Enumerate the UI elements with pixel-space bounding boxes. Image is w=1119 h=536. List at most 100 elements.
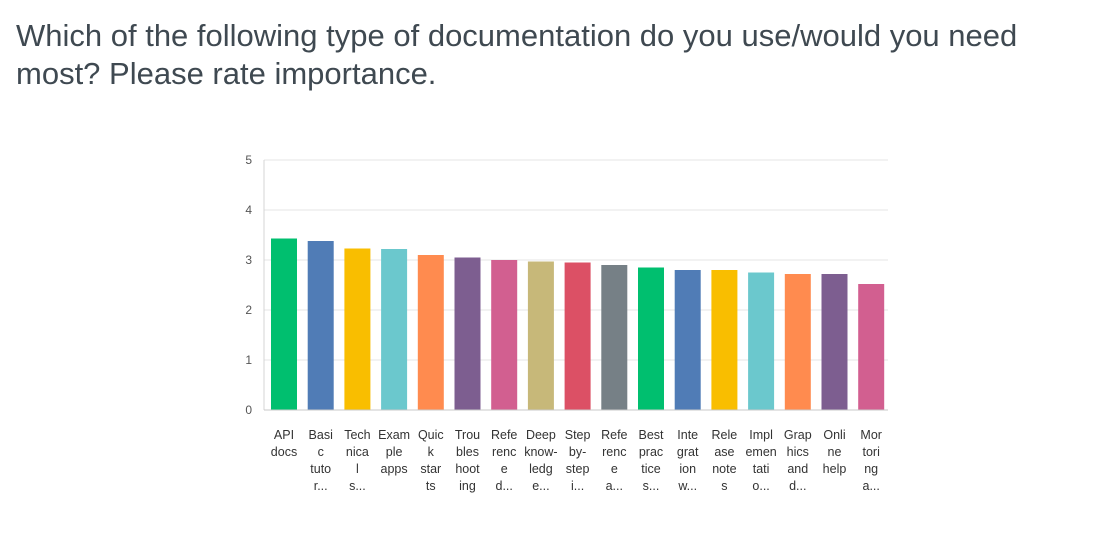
x-tick-label-line: bles [456,445,479,459]
x-tick-label: Trou bles hoot ing [455,428,480,493]
bar [491,260,518,410]
x-tick-label: Basi c tuto r... [309,428,333,493]
x-tick-label: Tech nica l s... [344,428,370,493]
x-tick-label: Quic k star ts [418,428,444,493]
x-tick-label-line: tuto [310,462,331,476]
x-tick-label-line: Deep [526,428,556,442]
x-tick-label-line: Rele [712,428,738,442]
x-tick-label-line: i... [571,479,584,493]
bar [784,274,811,410]
x-tick-label-line: ase [714,445,734,459]
y-tick-label: 3 [245,253,252,267]
x-tick-label-line: c [318,445,324,459]
question-title-line-2: most? Please rate importance. [16,56,437,91]
x-tick-label-line: hics [787,445,809,459]
x-tick-label: Refe renc e d... [491,428,517,493]
x-tick-label-line: s [721,479,727,493]
x-tick-label-line: e [611,462,618,476]
x-tick-label-line: note [712,462,736,476]
x-tick-label-line: a... [863,479,880,493]
bar [527,261,554,410]
bar [674,270,701,410]
x-tick-label-line: Mor [860,428,882,442]
x-tick-label-line: and [787,462,808,476]
x-tick-label-line: o... [752,479,769,493]
question-title: Which of the following type of documenta… [16,17,1096,93]
x-tick-label-line: apps [381,462,408,476]
bar [858,284,885,410]
x-tick-label-line: Exam [378,428,410,442]
x-tick-label-line: nica [346,445,369,459]
x-tick-label-line: ple [386,445,403,459]
bar [454,257,481,410]
x-tick-label-line: tori [863,445,880,459]
bar [307,241,334,410]
x-tick-label-line: Refe [601,428,627,442]
question-title-line-1: Which of the following type of documenta… [16,18,1018,53]
bar [344,248,371,410]
x-tick-label-line: API [274,428,294,442]
x-tick-label-line: d... [496,479,513,493]
x-tick-label-line: Basi [309,428,333,442]
x-tick-label-line: Refe [491,428,517,442]
x-tick-label: Impl emen tati o... [745,428,776,493]
bar [564,262,591,410]
x-tick-label: Step by-step i... [565,428,591,493]
y-tick-label: 4 [245,203,252,217]
x-tick-label-line: e... [532,479,549,493]
x-tick-label-line: docs [271,445,297,459]
x-tick-label-line: s... [643,479,660,493]
x-tick-label-line: ng [864,462,878,476]
bar [601,265,628,410]
x-tick-label-line: step [566,462,590,476]
x-tick-label-line: Impl [749,428,773,442]
x-tick-label-line: Step [565,428,591,442]
bar [417,255,444,410]
x-tick-label-line: a... [606,479,623,493]
y-tick-label: 1 [245,353,252,367]
x-tick-label-line: know- [524,445,557,459]
x-tick-label-line: ne [828,445,842,459]
x-tick-label: Best prac tice s... [638,428,664,493]
y-tick-label: 5 [245,153,252,167]
x-tick-label: API docs [271,428,297,459]
bar [271,238,297,410]
x-tick-label-line: tice [641,462,661,476]
bar [381,249,408,410]
x-tick-label: Rele ase note s [712,428,738,493]
x-tick-label: Mor tori ng a... [860,428,882,493]
x-tick-label-line: e [501,462,508,476]
x-tick-label-line: d... [789,479,806,493]
x-tick-label-line: emen [745,445,776,459]
x-tick-label-line: Onli [823,428,845,442]
x-tick-label: Grap hics and d... [784,428,812,493]
x-tick-label-line: ledg [529,462,553,476]
x-tick-label-line: l [356,462,359,476]
bar [821,274,848,410]
x-tick-label-line: renc [602,445,626,459]
x-tick-label-line: k [428,445,435,459]
x-tick-label-line: r... [314,479,328,493]
x-tick-label-line: Quic [418,428,444,442]
x-tick-label-line: ion [679,462,696,476]
bar [748,272,775,410]
bar [638,267,664,410]
x-tick-label: Onli ne help [823,428,847,476]
x-tick-label-line: renc [492,445,516,459]
x-tick-label-line: Tech [344,428,370,442]
x-tick-label-line: prac [639,445,663,459]
x-tick-label-line: ing [459,479,476,493]
x-tick-label-line: Trou [455,428,480,442]
x-tick-label-line: s... [349,479,366,493]
x-tick-label-line: Grap [784,428,812,442]
x-tick-label-line: Best [638,428,664,442]
x-tick-label-line: help [823,462,847,476]
x-tick-label-line: tati [753,462,770,476]
x-tick-label: Exam ple apps [378,428,410,476]
x-tick-label: Inte grat ion w... [677,428,699,493]
x-tick-label-line: by- [569,445,586,459]
x-tick-label-line: grat [677,445,699,459]
x-tick-label-line: ts [426,479,436,493]
bar [711,270,738,410]
